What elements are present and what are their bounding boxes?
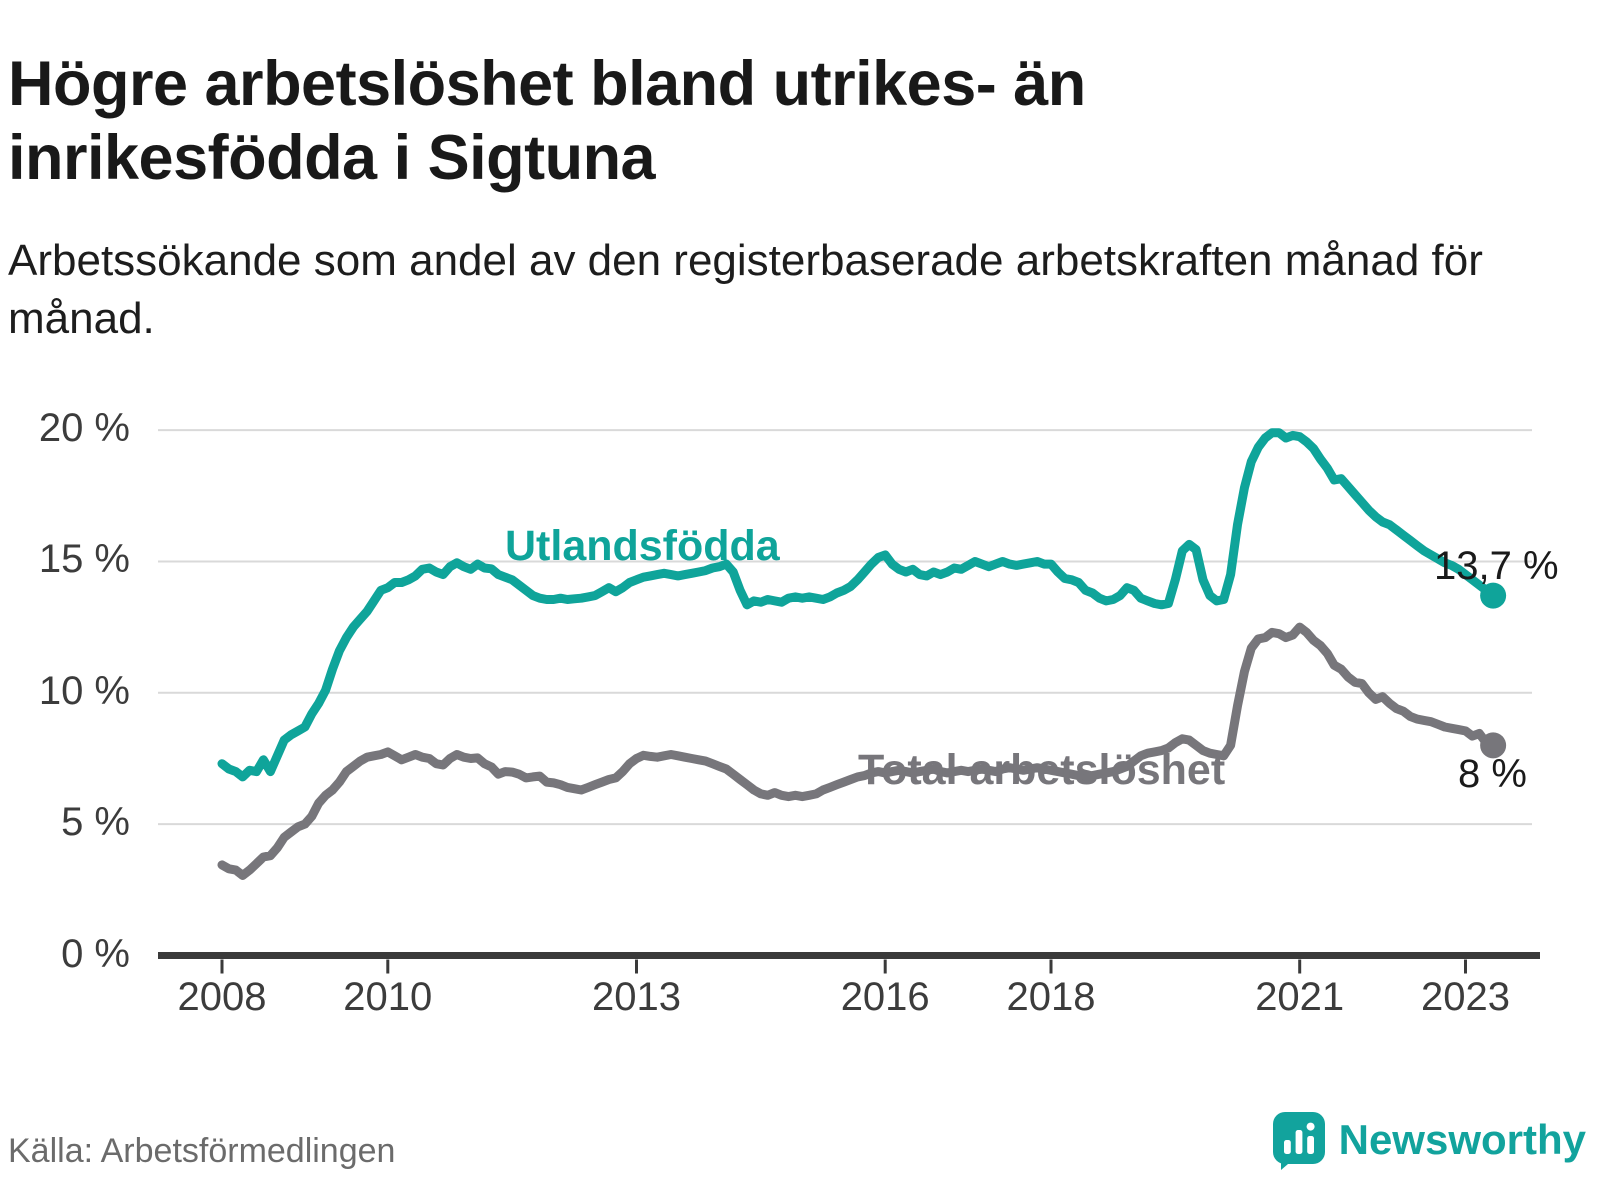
- series-end-dot-1: [1480, 732, 1507, 759]
- y-tick-label-0: 0 %: [61, 931, 130, 976]
- x-tick-label-2023: 2023: [1421, 975, 1510, 1019]
- page-subtitle: Arbetssökande som andel av den registerb…: [8, 236, 1483, 344]
- series-line-0: [217, 428, 1498, 782]
- y-tick-label-10: 10 %: [38, 668, 130, 713]
- end-value-label-total: 8 %: [1458, 752, 1527, 796]
- x-tick-label-2013: 2013: [592, 975, 681, 1019]
- brand-logo: Newsworthy: [1271, 1110, 1586, 1170]
- y-tick-label-15: 15 %: [38, 537, 130, 582]
- series-label-utlandsfodda: Utlandsfödda: [505, 522, 780, 570]
- series-label-total-arbetsloshet: Total arbetslöshet: [858, 746, 1226, 794]
- end-value-label-utlandsfodda: 13,7 %: [1434, 544, 1559, 588]
- x-tick-label-2021: 2021: [1255, 975, 1345, 1019]
- x-tick-label-2016: 2016: [840, 975, 930, 1019]
- x-tick-label-2018: 2018: [1006, 975, 1096, 1019]
- x-tick-label-2008: 2008: [177, 975, 267, 1019]
- series-end-dot-0: [1480, 582, 1507, 609]
- y-tick-label-5: 5 %: [61, 800, 130, 845]
- brand-name: Newsworthy: [1338, 1116, 1586, 1163]
- source-note: Källa: Arbetsförmedlingen: [8, 1132, 396, 1170]
- newsworthy-icon: [1271, 1110, 1327, 1170]
- page-title: Högre arbetslöshet bland utrikes- än inr…: [8, 49, 1086, 193]
- y-tick-label-20: 20 %: [38, 406, 130, 451]
- x-tick-label-2010: 2010: [343, 975, 433, 1019]
- series-line-1: [217, 622, 1498, 880]
